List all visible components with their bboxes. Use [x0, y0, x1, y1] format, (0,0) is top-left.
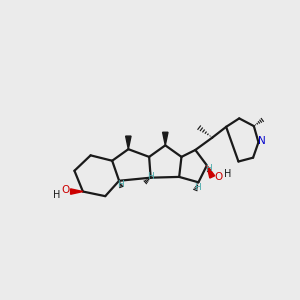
Polygon shape: [207, 165, 215, 178]
Text: O: O: [214, 172, 223, 182]
Polygon shape: [163, 132, 168, 145]
Text: O: O: [62, 185, 70, 195]
Text: H: H: [194, 183, 201, 192]
Text: N: N: [258, 136, 266, 146]
Polygon shape: [70, 189, 83, 194]
Text: H: H: [147, 172, 154, 181]
Text: H: H: [224, 169, 231, 179]
Text: H: H: [117, 180, 124, 189]
Text: H: H: [205, 164, 212, 173]
Text: H: H: [53, 190, 60, 200]
Polygon shape: [126, 136, 131, 149]
